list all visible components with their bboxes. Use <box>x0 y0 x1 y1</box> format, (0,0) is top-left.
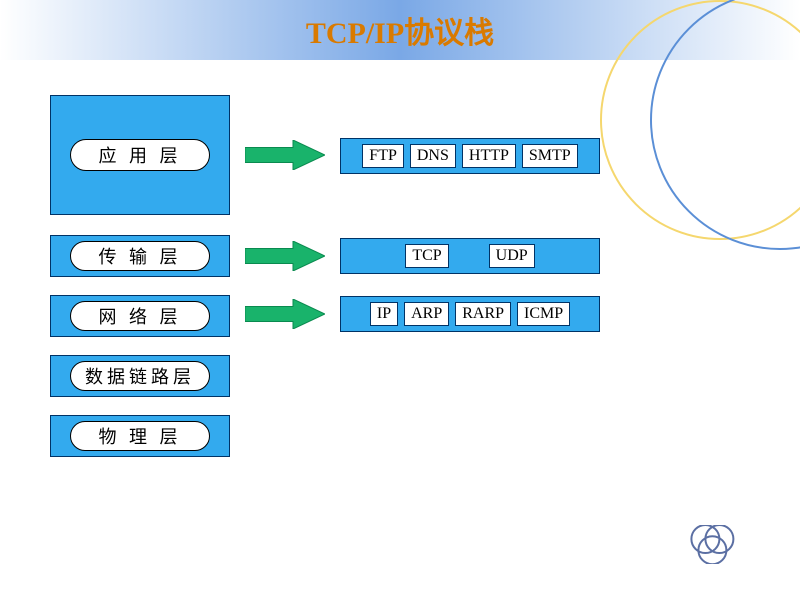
arrow-transport-icon <box>245 241 325 271</box>
layer-physical: 物 理 层 <box>50 415 230 457</box>
layer-datalink: 数据链路层 <box>50 355 230 397</box>
proto-dns: DNS <box>410 144 456 168</box>
layer-transport: 传 输 层 <box>50 235 230 277</box>
proto-smtp: SMTP <box>522 144 578 168</box>
proto-rarp: RARP <box>455 302 511 326</box>
arrow-network-icon <box>245 299 325 329</box>
proto-ftp: FTP <box>362 144 404 168</box>
proto-tcp: TCP <box>405 244 448 268</box>
deco-venn-icon <box>690 525 735 564</box>
proto-ip: IP <box>370 302 398 326</box>
proto-icmp: ICMP <box>517 302 570 326</box>
proto-udp: UDP <box>489 244 535 268</box>
layer-transport-label: 传 输 层 <box>70 241 210 271</box>
network-protos: IPARPRARPICMP <box>340 296 600 332</box>
proto-arp: ARP <box>404 302 449 326</box>
layer-physical-label: 物 理 层 <box>70 421 210 451</box>
layer-network-label: 网 络 层 <box>70 301 210 331</box>
layer-datalink-label: 数据链路层 <box>70 361 210 391</box>
transport-protos: TCP UDP <box>340 238 600 274</box>
proto-http: HTTP <box>462 144 516 168</box>
layer-network: 网 络 层 <box>50 295 230 337</box>
layer-app: 应 用 层 <box>50 95 230 215</box>
layer-app-label: 应 用 层 <box>70 139 210 171</box>
app-protos: FTPDNSHTTPSMTP <box>340 138 600 174</box>
page-title: TCP/IP协议栈 <box>306 8 494 52</box>
arrow-app-icon <box>245 140 325 170</box>
